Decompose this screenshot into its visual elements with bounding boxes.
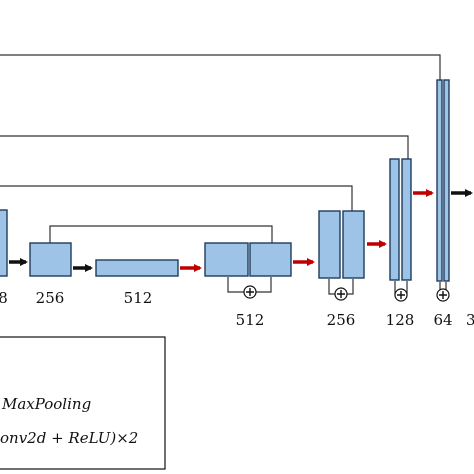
encoder-block-8	[0, 209, 8, 277]
plus-icon	[243, 285, 257, 299]
plus-icon	[394, 288, 408, 302]
skip-connection-256	[0, 185, 353, 211]
channel-label-256: 256	[36, 289, 65, 307]
decoder-block-256a	[318, 210, 341, 279]
legend-maxpooling: MaxPooling	[1, 395, 91, 413]
channel-label-3: 3	[466, 311, 474, 329]
bottleneck-block-512	[95, 259, 179, 277]
decoder-block-256b	[342, 210, 365, 279]
channel-label-128: 128	[386, 311, 415, 329]
decoder-block-128a	[389, 158, 400, 281]
decoder-block-128b	[401, 158, 412, 281]
encoder-block-256	[29, 242, 72, 277]
skip-connection-512	[49, 225, 273, 243]
channel-label-512: 512	[124, 289, 153, 307]
legend-box	[0, 336, 166, 470]
skip-connection-64	[0, 54, 441, 80]
plus-icon	[436, 288, 450, 302]
skip-connection-128	[0, 135, 409, 159]
legend-conv: onv2d + ReLU)×2	[0, 429, 138, 447]
channel-label-256-decoder: 256	[327, 311, 356, 329]
decoder-block-64b	[443, 79, 450, 282]
channel-label-512-decoder: 512	[236, 311, 265, 329]
decoder-block-64a	[436, 79, 443, 282]
decoder-block-512a	[204, 242, 249, 277]
decoder-block-512b	[249, 242, 292, 277]
plus-icon	[334, 287, 348, 301]
channel-label-64: 64	[433, 311, 452, 329]
channel-label-8: 8	[0, 289, 8, 307]
